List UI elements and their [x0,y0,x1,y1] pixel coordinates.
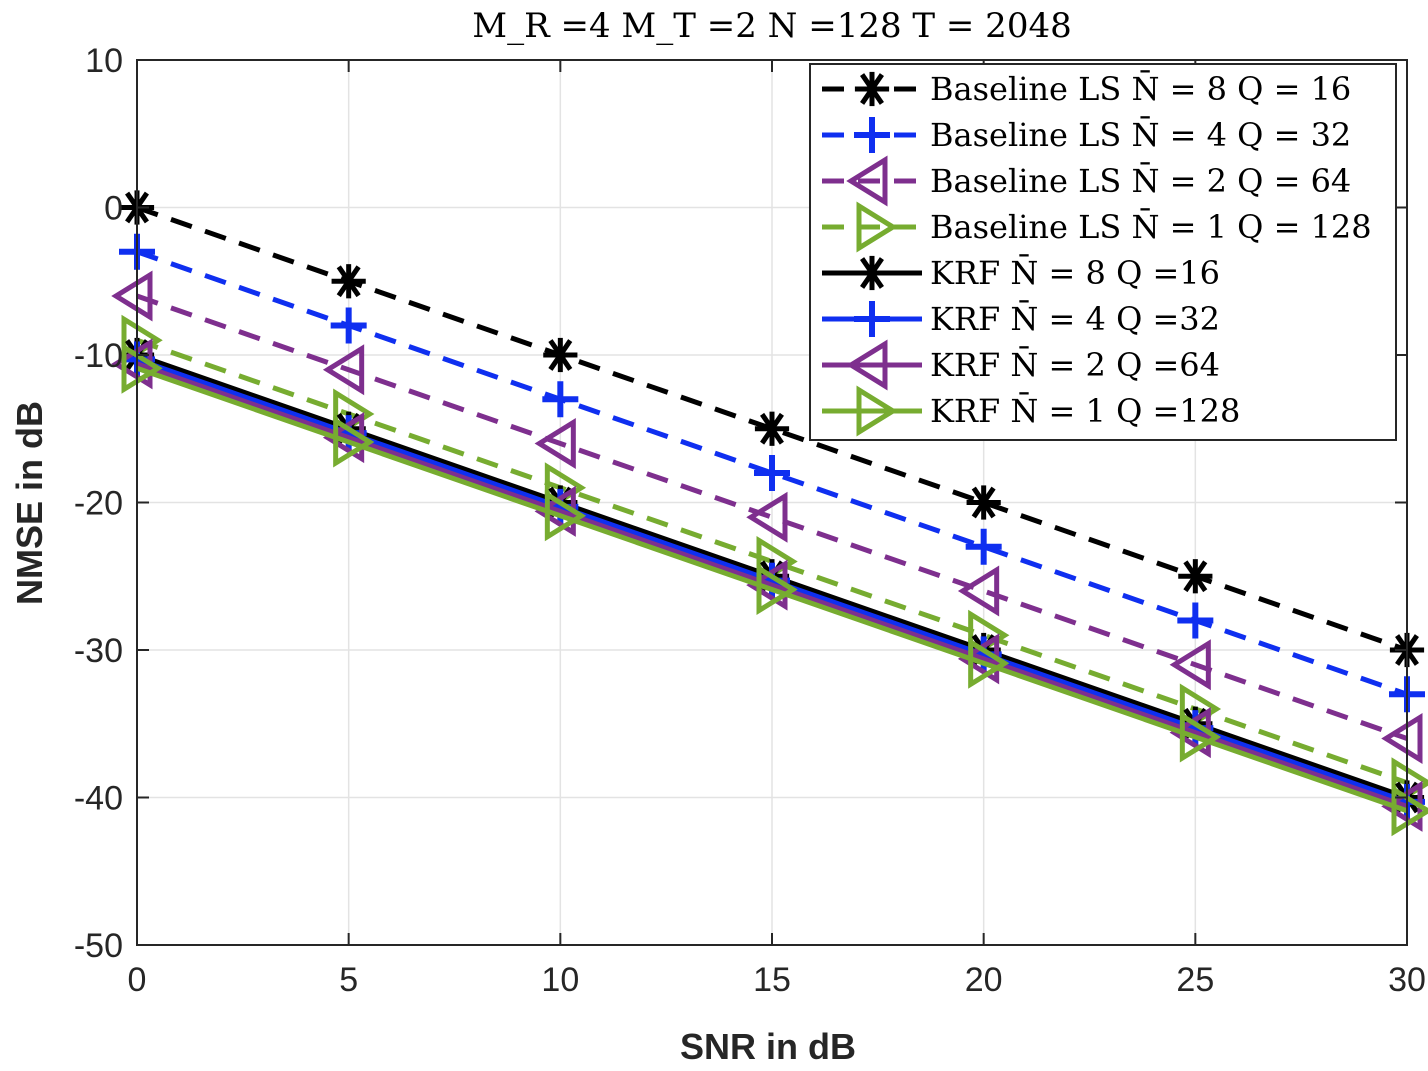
data-point-marker [1177,602,1214,639]
series-8 [121,342,1428,837]
y-tick-label: -30 [74,632,123,670]
legend-label: KRF N̄ = 4 Q =32 [930,300,1220,338]
legend-marker [846,339,888,391]
legend-marker [856,385,898,437]
data-point-marker [756,564,798,616]
legend-label: Baseline LS N̄ = 2 Q = 64 [930,162,1351,200]
data-point-marker [1169,639,1211,691]
legend-marker [854,71,890,107]
x-tick-label: 20 [965,961,1003,999]
data-point-marker [965,528,1002,565]
data-point-marker [754,411,790,446]
legend-label: KRF N̄ = 8 Q =16 [930,254,1220,292]
x-tick-label: 5 [339,961,358,999]
legend-label: KRF N̄ = 2 Q =64 [930,346,1220,384]
y-tick-label: -20 [74,485,123,523]
legend-label: Baseline LS N̄ = 8 Q = 16 [930,70,1351,108]
data-point-marker [543,337,578,373]
data-point-marker [968,637,1010,689]
data-point-marker [111,270,153,322]
x-tick-label: 10 [541,961,579,999]
legend-marker [846,155,888,207]
data-point-marker [542,381,579,418]
x-tick-label: 15 [753,961,791,999]
data-point-marker [544,490,587,542]
data-point-marker [1391,785,1428,837]
y-tick-label: 10 [85,42,123,80]
data-point-marker [1381,713,1423,764]
legend-item: KRF N̄ = 4 Q =32 [822,300,1220,338]
legend-label: Baseline LS N̄ = 1 Q = 128 [930,208,1372,246]
legend-marker [854,301,890,337]
legend-label: KRF N̄ = 1 Q =128 [930,392,1240,430]
legend-item: KRF N̄ = 1 Q =128 [822,385,1240,437]
legend-marker [856,201,898,253]
data-point-marker [1179,711,1222,763]
y-tick-label: -40 [74,780,123,818]
data-point-marker [1178,559,1213,594]
y-axis-title: NMSE in dB [9,401,50,605]
data-point-marker [121,342,163,394]
series-3 [111,270,1423,764]
data-point-marker [322,344,365,396]
data-point-marker [957,565,1000,617]
legend-item: KRF N̄ = 8 Q =16 [822,254,1220,292]
legend-box [809,63,1397,441]
series-line [136,293,1408,741]
series-line [136,365,1408,814]
data-point-marker [333,416,375,468]
legend-item: Baseline LS N̄ = 4 Q = 32 [822,116,1351,154]
series-line [136,361,1408,809]
ticks: 0 5 10 15 20 25 30 10 0 -10 -20 -30 -40 -50 [74,42,1426,999]
legend-marker [854,255,890,291]
legend-item: Baseline LS N̄ = 8 Q = 16 [822,70,1351,108]
data-point-marker [966,485,1001,520]
y-tick-label: -10 [74,337,123,375]
x-tick-label: 0 [128,961,147,999]
legend-item: KRF N̄ = 2 Q =64 [822,339,1220,391]
x-axis-title: SNR in dB [680,1026,856,1067]
legend-label: Baseline LS N̄ = 4 Q = 32 [930,116,1351,154]
data-point-marker [330,307,367,344]
legend-item: Baseline LS N̄ = 2 Q = 64 [822,155,1351,207]
y-tick-label: 0 [104,190,123,228]
y-tick-label: -50 [74,927,123,965]
series-layer [111,190,1428,837]
legend-marker [854,117,890,153]
legend: Baseline LS N̄ = 8 Q = 16 Baseline LS N̄ … [809,63,1397,441]
data-point-marker [746,491,788,543]
data-point-marker [754,455,790,491]
chart-title: M_R =4 M_T =2 N =128 T = 2048 [472,6,1071,46]
legend-item: Baseline LS N̄ = 1 Q = 128 [822,201,1372,253]
data-point-marker [331,264,366,299]
data-point-marker [534,418,576,469]
x-tick-label: 25 [1176,961,1214,999]
x-tick-label: 30 [1388,961,1426,999]
